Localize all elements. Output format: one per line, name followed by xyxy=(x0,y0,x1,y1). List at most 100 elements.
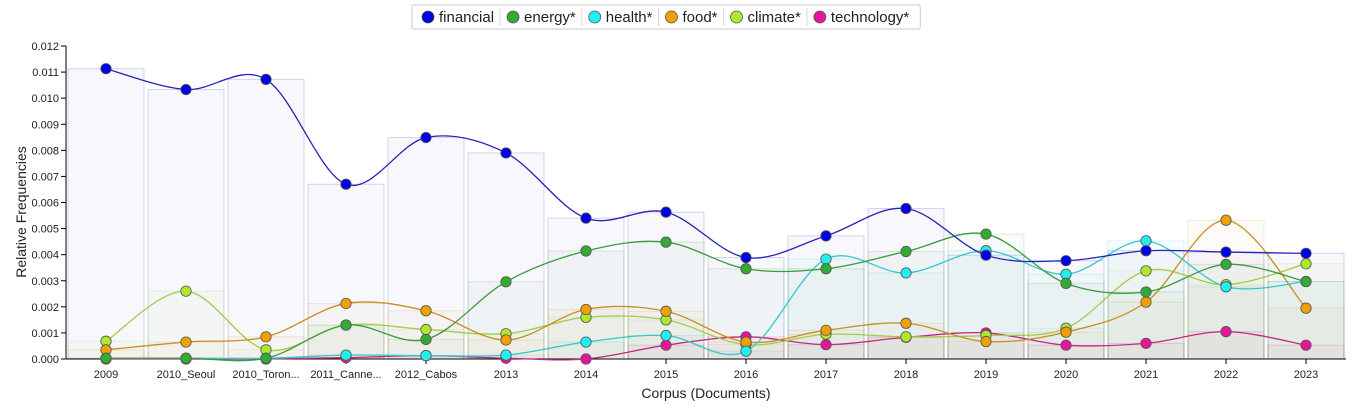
point-technology-13[interactable] xyxy=(1140,337,1152,349)
point-energy-14[interactable] xyxy=(1220,258,1232,270)
point-technology-9[interactable] xyxy=(820,339,832,351)
x-tick-label: 2010_Seoul xyxy=(157,369,216,381)
point-financial-5[interactable] xyxy=(500,147,512,159)
point-health-4[interactable] xyxy=(420,350,432,362)
point-food-10[interactable] xyxy=(900,317,912,329)
point-energy-8[interactable] xyxy=(740,263,752,275)
point-energy-2[interactable] xyxy=(260,352,272,364)
point-health-10[interactable] xyxy=(900,267,912,279)
point-food-4[interactable] xyxy=(420,305,432,317)
point-energy-15[interactable] xyxy=(1300,275,1312,288)
point-food-3[interactable] xyxy=(340,297,352,310)
point-financial-1[interactable] xyxy=(180,83,192,96)
point-energy-9[interactable] xyxy=(820,263,832,275)
legend-marker-financial[interactable] xyxy=(421,10,435,24)
point-food-11[interactable] xyxy=(980,335,992,348)
legend-label-financial[interactable]: financial xyxy=(439,9,494,26)
legend-marker-energy[interactable] xyxy=(506,10,520,24)
point-energy-10[interactable] xyxy=(900,245,912,258)
legend-marker-climate[interactable] xyxy=(730,10,743,24)
point-financial-6[interactable] xyxy=(580,212,592,224)
point-financial-4[interactable] xyxy=(420,131,432,144)
point-climate-4[interactable] xyxy=(420,323,432,336)
point-energy-3[interactable] xyxy=(340,319,352,331)
point-energy-5[interactable] xyxy=(500,276,512,288)
legend-marker-technology[interactable] xyxy=(813,10,827,24)
y-tick-label: 0.000 xyxy=(31,354,59,366)
point-energy-7[interactable] xyxy=(660,236,672,248)
legend-label-technology[interactable]: technology* xyxy=(831,9,910,26)
point-climate-10[interactable] xyxy=(900,331,912,343)
x-tick-label: 2014 xyxy=(574,369,598,381)
point-technology-12[interactable] xyxy=(1060,339,1072,351)
point-technology-6[interactable] xyxy=(580,353,592,365)
point-financial-7[interactable] xyxy=(660,206,672,218)
point-financial-9[interactable] xyxy=(820,230,832,242)
point-climate-15[interactable] xyxy=(1300,258,1312,270)
point-food-6[interactable] xyxy=(580,303,592,316)
point-financial-11[interactable] xyxy=(980,249,992,261)
point-health-13[interactable] xyxy=(1140,235,1152,247)
x-tick-label: 2009 xyxy=(94,369,118,381)
point-food-12[interactable] xyxy=(1060,326,1072,338)
y-tick-label: 0.006 xyxy=(31,198,59,210)
x-tick-label: 2012_Cabos xyxy=(395,369,458,381)
point-health-9[interactable] xyxy=(820,253,832,265)
point-food-7[interactable] xyxy=(660,305,672,317)
point-financial-8[interactable] xyxy=(740,251,752,264)
legend-label-food[interactable]: food* xyxy=(682,9,717,26)
point-food-14[interactable] xyxy=(1220,214,1232,226)
point-financial-0[interactable] xyxy=(100,63,112,75)
point-technology-15[interactable] xyxy=(1300,339,1312,351)
point-food-13[interactable] xyxy=(1140,296,1152,308)
point-food-1[interactable] xyxy=(180,336,192,348)
point-energy-1[interactable] xyxy=(180,352,192,364)
point-financial-14[interactable] xyxy=(1220,246,1232,258)
series-lines xyxy=(105,68,1307,362)
y-tick-label: 0.003 xyxy=(31,276,59,288)
legend-label-energy[interactable]: energy* xyxy=(524,9,576,26)
bar-financial-0 xyxy=(67,68,145,360)
point-financial-15[interactable] xyxy=(1300,247,1312,259)
point-health-3[interactable] xyxy=(340,349,352,361)
series-line-energy xyxy=(105,232,1307,362)
point-financial-2[interactable] xyxy=(260,73,272,85)
series-line-food xyxy=(105,219,1307,351)
point-financial-13[interactable] xyxy=(1140,245,1152,257)
legend-marker-health[interactable] xyxy=(588,10,602,24)
point-financial-12[interactable] xyxy=(1060,255,1072,267)
x-tick-label: 2011_Canne... xyxy=(310,369,381,381)
x-tick-label: 2020 xyxy=(1054,369,1078,381)
x-axis-label: Corpus (Documents) xyxy=(641,385,770,401)
point-energy-6[interactable] xyxy=(580,245,592,257)
series-line-financial xyxy=(105,68,1307,263)
point-financial-3[interactable] xyxy=(340,178,352,190)
point-technology-7[interactable] xyxy=(660,339,672,351)
point-food-15[interactable] xyxy=(1300,302,1312,314)
point-technology-14[interactable] xyxy=(1220,326,1232,338)
point-energy-11[interactable] xyxy=(980,228,992,240)
point-food-5[interactable] xyxy=(500,334,512,346)
point-energy-0[interactable] xyxy=(100,352,112,364)
point-energy-4[interactable] xyxy=(420,333,432,346)
point-health-7[interactable] xyxy=(660,329,672,342)
legend-label-climate[interactable]: climate* xyxy=(748,9,802,26)
point-health-6[interactable] xyxy=(580,336,592,348)
point-financial-10[interactable] xyxy=(900,202,912,215)
point-health-14[interactable] xyxy=(1220,281,1232,293)
point-health-8[interactable] xyxy=(740,345,752,357)
legend[interactable]: financial energy* health* food* climate* tech… xyxy=(411,4,921,30)
legend-marker-food[interactable] xyxy=(665,10,678,24)
x-tick-label: 2015 xyxy=(654,369,678,381)
point-energy-13[interactable] xyxy=(1140,286,1152,298)
x-tick-label: 2010_Toron... xyxy=(232,369,299,381)
point-energy-12[interactable] xyxy=(1060,277,1072,289)
x-tick-label: 2017 xyxy=(814,369,838,381)
point-health-5[interactable] xyxy=(500,349,512,361)
point-climate-13[interactable] xyxy=(1140,265,1152,277)
point-food-2[interactable] xyxy=(260,331,272,343)
point-food-9[interactable] xyxy=(820,324,832,336)
legend-label-health[interactable]: health* xyxy=(606,9,653,26)
point-climate-1[interactable] xyxy=(180,285,192,297)
